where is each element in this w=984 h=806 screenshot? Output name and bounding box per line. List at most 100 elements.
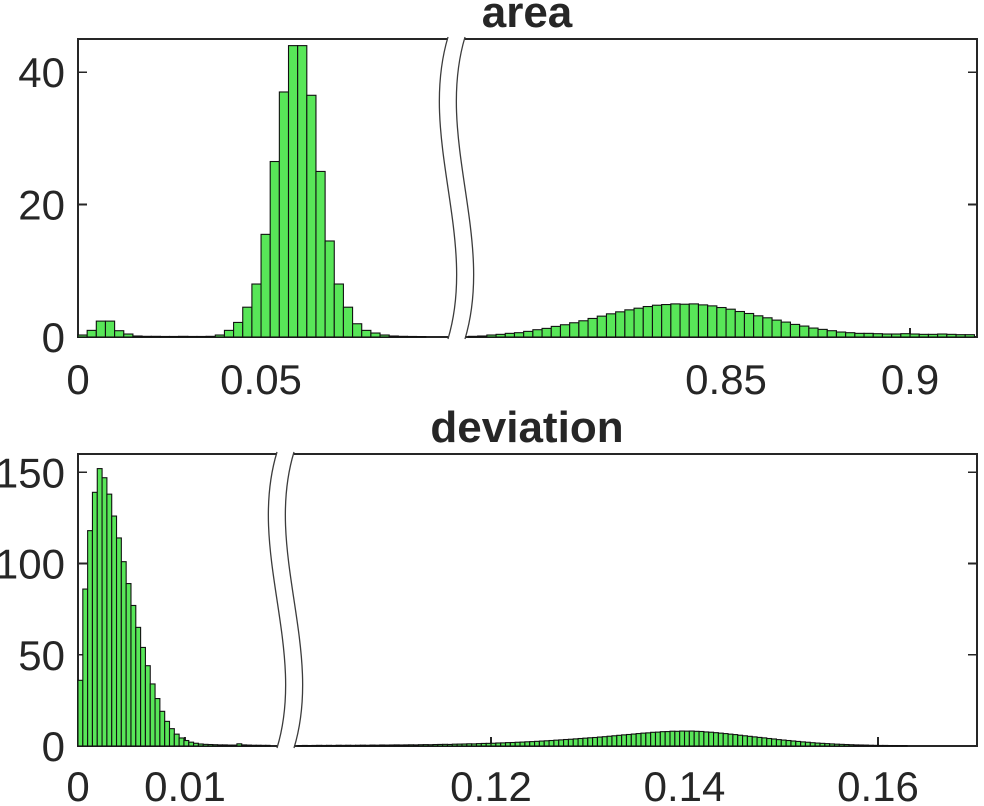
histogram-bar <box>311 744 318 747</box>
x-tick-label: 0.9 <box>881 356 939 403</box>
histogram-bar <box>635 733 642 747</box>
histogram-bar <box>114 330 125 338</box>
histogram-bar <box>640 732 647 747</box>
histogram-bar <box>742 735 748 747</box>
histogram-bar <box>708 731 715 747</box>
axis-break-wavy-line <box>284 451 304 749</box>
histogram-bar <box>946 333 957 338</box>
histogram-bar <box>548 739 555 747</box>
y-tick-label: 20 <box>18 182 65 229</box>
histogram-bar <box>722 733 729 747</box>
histogram-bar <box>587 737 594 747</box>
histogram-bar <box>661 304 672 338</box>
histogram-bar <box>111 515 118 747</box>
histogram-bar <box>872 333 883 338</box>
histogram-bar <box>550 325 562 338</box>
histogram-bar <box>882 744 889 747</box>
histogram-bar <box>569 322 580 338</box>
histogram-bar <box>164 720 171 747</box>
axis-break-band <box>277 451 294 749</box>
histogram-bar <box>77 334 88 338</box>
histogram-bar <box>863 332 874 338</box>
histogram-bar <box>523 330 534 338</box>
histogram-bar <box>519 741 526 747</box>
histogram-bar <box>321 744 328 747</box>
histogram-bar <box>226 744 233 747</box>
histogram-bar <box>572 738 579 747</box>
histogram-bar <box>780 321 791 338</box>
histogram-bar <box>125 583 132 747</box>
axes-box <box>77 38 978 338</box>
histogram-bar <box>475 743 482 747</box>
histogram-bar <box>250 744 257 747</box>
histogram-bar <box>835 331 847 338</box>
histogram-bar <box>345 744 352 747</box>
histogram-bar <box>513 332 525 338</box>
histogram-bar <box>379 334 390 338</box>
histogram-bar <box>325 744 332 747</box>
histogram-bar <box>651 304 663 338</box>
histogram-bar <box>393 744 400 747</box>
histogram-bar <box>374 744 381 747</box>
histogram-bar <box>432 743 439 747</box>
histogram-bar <box>808 327 819 338</box>
histogram-bar <box>659 731 666 747</box>
histogram-bar <box>297 45 308 338</box>
histogram-bar <box>413 744 420 747</box>
histogram-bar <box>168 335 180 338</box>
axes-box <box>77 453 978 747</box>
histogram-bar <box>446 743 453 747</box>
histogram-bar <box>490 742 497 747</box>
histogram-bar <box>785 739 792 747</box>
histogram-bar <box>563 738 569 747</box>
y-tick-label: 0 <box>42 314 65 361</box>
histogram-bar <box>335 744 342 747</box>
histogram-bar <box>615 311 626 338</box>
histogram-bar <box>829 743 836 747</box>
axis-break-band <box>448 36 465 340</box>
histogram-bar <box>96 468 103 747</box>
histogram-bar <box>135 626 142 747</box>
histogram-bar <box>77 679 84 747</box>
histogram-bar <box>123 333 134 338</box>
histogram-bar <box>154 697 161 747</box>
histogram-bar <box>799 325 810 338</box>
histogram-bar <box>606 735 613 747</box>
histogram-bar <box>159 710 166 747</box>
histogram-bar <box>495 742 502 747</box>
histogram-bar <box>333 283 344 338</box>
histogram-bar <box>306 94 317 338</box>
histogram-bar <box>621 734 628 747</box>
histogram-bar <box>751 736 758 747</box>
histogram-bar <box>236 743 243 747</box>
histogram-bar <box>397 335 409 338</box>
histogram-bar <box>217 744 224 747</box>
histogram-bar <box>838 743 845 747</box>
histogram-bar <box>369 744 376 747</box>
histogram-bar <box>223 329 235 338</box>
histogram-bar <box>350 744 357 747</box>
histogram-bar <box>534 740 540 747</box>
histogram-bar <box>514 741 521 747</box>
histogram-bar <box>577 737 584 747</box>
histogram-bar <box>737 734 744 747</box>
histogram-bar <box>178 737 185 747</box>
histogram-bar <box>140 646 146 747</box>
histogram-bar <box>775 739 782 747</box>
histogram-bar <box>159 335 171 338</box>
x-tick-label: 0.01 <box>144 763 226 806</box>
plot-title-deviation: deviation <box>430 403 623 452</box>
plot-title-area: area <box>482 0 573 37</box>
histogram-bar <box>558 739 565 747</box>
histogram-bar <box>625 733 632 747</box>
histogram-bar <box>451 743 458 747</box>
histogram-bar <box>233 321 244 338</box>
histogram-bar <box>616 734 623 747</box>
histogram-bar <box>848 744 855 747</box>
histogram-bar <box>877 744 884 747</box>
histogram-bar <box>437 743 444 747</box>
histogram-bar <box>732 734 739 747</box>
histogram-bar <box>862 744 869 747</box>
histogram-bar <box>611 735 618 747</box>
